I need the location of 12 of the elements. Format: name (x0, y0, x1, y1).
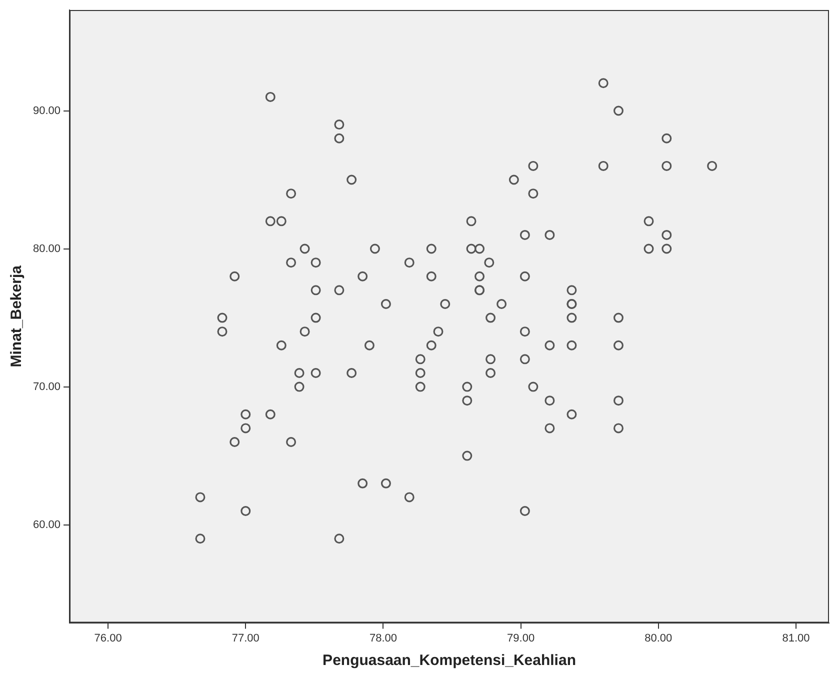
x-tick-label: 76.00 (94, 632, 122, 644)
x-axis-title: Penguasaan_Kompetensi_Keahlian (322, 652, 576, 670)
x-tick-label: 77.00 (232, 632, 260, 644)
x-tick-label: 80.00 (644, 632, 672, 644)
y-tick-label: 80.00 (32, 242, 61, 255)
x-tick-label: 81.00 (782, 632, 810, 644)
y-axis-title: Minat_Bekerja (8, 264, 26, 368)
y-tick-label: 70.00 (32, 380, 61, 393)
y-tick-label: 90.00 (32, 104, 61, 117)
y-tick-label: 60.00 (32, 518, 61, 531)
x-tick-label: 79.00 (507, 632, 535, 644)
x-tick-label: 78.00 (369, 632, 397, 644)
